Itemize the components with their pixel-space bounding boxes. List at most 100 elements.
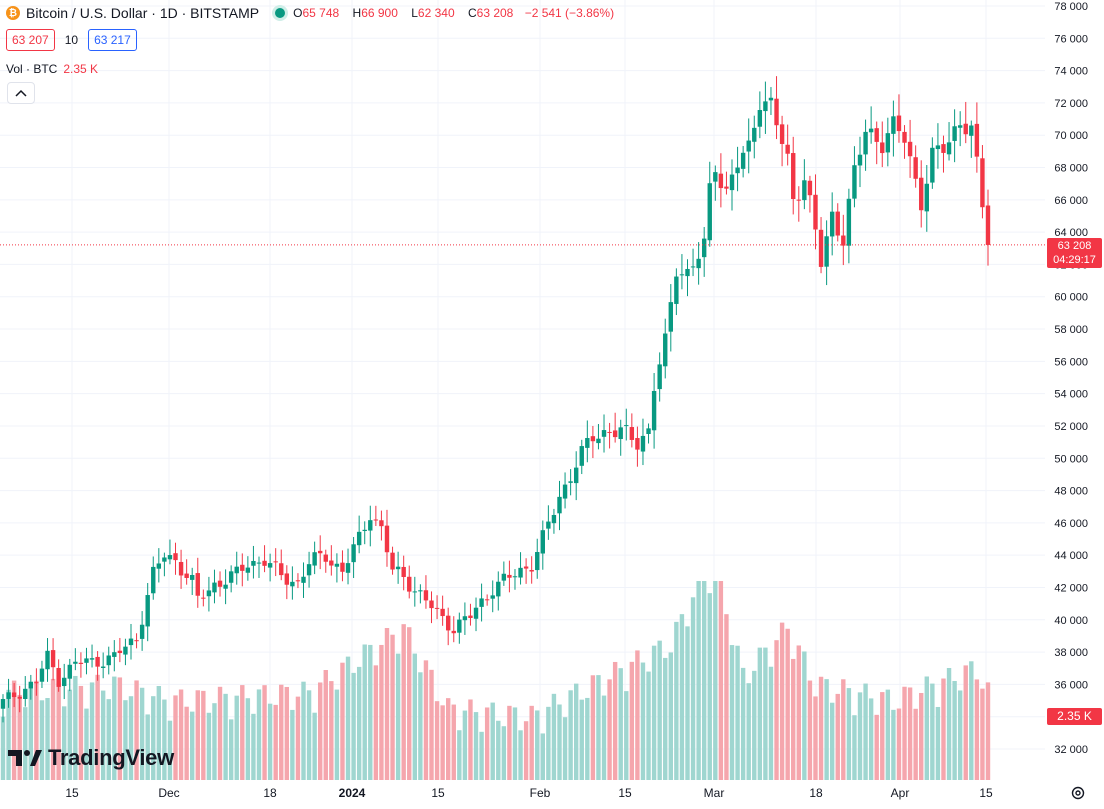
volume-bar (941, 678, 946, 780)
candle-body (729, 174, 735, 191)
volume-bar (462, 710, 468, 780)
volume-bar (919, 692, 924, 780)
volume-bar (151, 696, 156, 780)
candle-body (217, 580, 223, 587)
symbol-title[interactable]: Bitcoin / U.S. Dollar · 1D · BITSTAMP (26, 5, 260, 21)
volume-bar (362, 644, 367, 780)
candle-body (139, 624, 145, 639)
y-tick-label: 56 000 (1054, 356, 1088, 368)
candle-body (696, 258, 701, 269)
tradingview-logo[interactable]: TradingView (8, 745, 174, 771)
volume-bar (646, 671, 651, 780)
volume-bar (813, 696, 818, 780)
candle-body (902, 131, 907, 143)
candle-body (919, 177, 924, 211)
candle-body (167, 555, 173, 560)
candle-body (23, 688, 28, 699)
candle-body (701, 238, 707, 258)
volume-value: 2.35 K (63, 62, 99, 76)
volume-bar (62, 706, 67, 780)
collapse-legend-button[interactable] (7, 82, 35, 104)
y-tick-label: 76 000 (1054, 33, 1088, 45)
candle-body (156, 563, 162, 569)
volume-bar (523, 721, 529, 780)
volume-legend[interactable]: Vol · BTC 2.35 K (6, 62, 98, 76)
volume-bar (418, 672, 423, 780)
candle-body (752, 127, 757, 142)
candle-body (707, 183, 712, 241)
candle-body (868, 128, 874, 133)
candle-body (585, 438, 590, 448)
x-tick-label: 15 (618, 786, 632, 800)
candle-body (629, 427, 635, 440)
candle-body (668, 302, 673, 332)
candle-body (128, 638, 134, 646)
x-tick-label: Feb (530, 786, 551, 800)
volume-bar (952, 680, 957, 780)
candle-body (518, 567, 523, 578)
x-tick-label: 18 (809, 786, 823, 800)
candle-body (685, 268, 690, 277)
volume-bar (256, 689, 262, 780)
candle-body (562, 484, 568, 499)
volume-bar (156, 686, 162, 780)
volume-bar (718, 581, 724, 780)
candle-body (6, 692, 11, 699)
volume-bar (39, 700, 45, 780)
candle-body (863, 131, 868, 155)
volume-bar (913, 708, 918, 780)
volume-bar (902, 686, 907, 780)
candle-body (212, 582, 217, 593)
volume-bar (445, 698, 451, 780)
candle-body (852, 165, 857, 199)
volume-bar (429, 669, 434, 780)
volume-bar (724, 614, 729, 780)
sell-button[interactable]: 63 207 (6, 29, 55, 51)
candle-body (624, 425, 629, 427)
y-tick-label: 48 000 (1054, 486, 1088, 498)
volume-bar (802, 651, 807, 780)
volume-bar (301, 681, 306, 780)
candle-body (67, 664, 72, 679)
volume-bar (190, 711, 195, 780)
candle-body (807, 180, 813, 196)
candle-body (462, 616, 468, 621)
volume-bar (868, 698, 874, 780)
volume-bar (100, 690, 106, 780)
candle-body (763, 101, 768, 112)
volume-bar (535, 710, 540, 780)
candle-body (596, 438, 601, 444)
volume-bar (295, 696, 301, 780)
buy-button[interactable]: 63 217 (88, 29, 137, 51)
volume-bar (596, 675, 601, 780)
volume-bar (340, 662, 345, 780)
candle-body (134, 640, 139, 642)
volume-bar (323, 670, 328, 780)
volume-bar (368, 644, 373, 780)
candle-body (273, 561, 278, 563)
candle-body (740, 152, 746, 169)
y-tick-label: 64 000 (1054, 227, 1088, 239)
volume-bar (484, 707, 490, 780)
volume-bar (863, 683, 868, 780)
volume-bar (696, 581, 701, 780)
candle-body (835, 211, 840, 236)
volume-bar (234, 695, 239, 780)
volume-bar (607, 679, 612, 780)
volume-bar (273, 704, 278, 780)
volume-bar (768, 666, 774, 780)
candle-body (590, 436, 596, 442)
volume-bar (841, 679, 846, 780)
volume-bar (963, 665, 968, 780)
volume-bar (829, 702, 835, 780)
candle-body (985, 205, 991, 245)
y-tick-label: 44 000 (1054, 550, 1088, 562)
volume-bar (635, 650, 640, 780)
volume-bar (45, 698, 50, 780)
volume-price-label: 2.35 K (1047, 708, 1102, 725)
candle-body (306, 564, 312, 576)
volume-bar (957, 690, 963, 780)
volume-bar (590, 675, 596, 780)
gear-icon[interactable] (1069, 784, 1087, 802)
